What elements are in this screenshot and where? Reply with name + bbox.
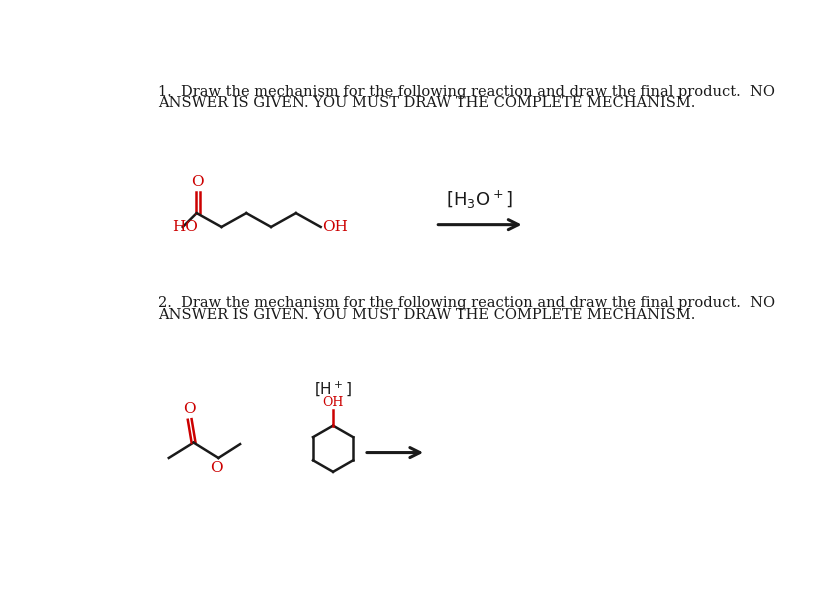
- Text: $\mathregular{[H^+]}$: $\mathregular{[H^+]}$: [315, 379, 352, 398]
- Text: O: O: [211, 461, 223, 475]
- Text: OH: OH: [323, 396, 344, 409]
- Text: 1.  Draw the mechanism for the following reaction and draw the final product.  N: 1. Draw the mechanism for the following …: [158, 85, 775, 98]
- Text: O: O: [183, 402, 196, 416]
- Text: 2.  Draw the mechanism for the following reaction and draw the final product.  N: 2. Draw the mechanism for the following …: [158, 296, 775, 310]
- Text: ANSWER IS GIVEN. YOU MUST DRAW THE COMPLETE MECHANISM.: ANSWER IS GIVEN. YOU MUST DRAW THE COMPL…: [158, 308, 695, 322]
- Text: OH: OH: [322, 220, 348, 234]
- Text: HO: HO: [172, 220, 198, 234]
- Text: O: O: [191, 175, 203, 189]
- Text: ANSWER IS GIVEN. YOU MUST DRAW THE COMPLETE MECHANISM.: ANSWER IS GIVEN. YOU MUST DRAW THE COMPL…: [158, 96, 695, 110]
- Text: $\mathregular{[H_3O^+]}$: $\mathregular{[H_3O^+]}$: [446, 188, 513, 211]
